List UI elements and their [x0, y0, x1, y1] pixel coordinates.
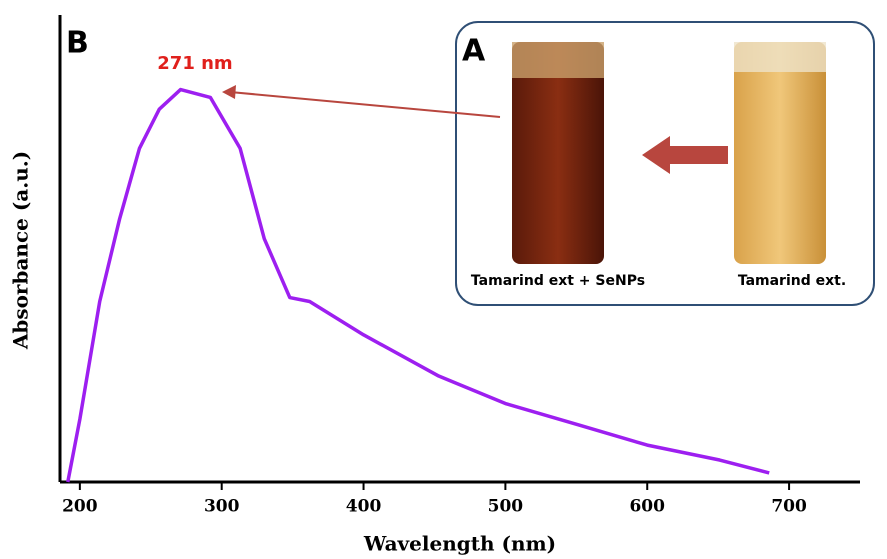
peak-annotation: 271 nm	[157, 53, 232, 74]
inset-caption: Tamarind ext.	[738, 273, 846, 289]
chart: B 271 nm Absorbance (a.u.) Wavelength (n…	[0, 0, 887, 559]
x-tick-label: 600	[629, 497, 665, 517]
x-tick-label: 400	[346, 497, 382, 517]
y-axis-label: Absorbance (a.u.)	[9, 151, 33, 350]
vial-dark-top	[512, 42, 604, 78]
panel-label: B	[66, 26, 89, 61]
pointer-arrow-head	[222, 85, 236, 99]
inset-label: A	[462, 34, 486, 69]
vial-light	[734, 42, 826, 264]
vial-light-top	[734, 42, 826, 72]
x-tick-label: 200	[62, 497, 98, 517]
x-tick-label: 300	[204, 497, 240, 517]
x-tick-label: 500	[488, 497, 524, 517]
x-axis-label: Wavelength (nm)	[363, 532, 556, 556]
inset: A Tamarind ext + SeNPs Tamarind ext.	[456, 22, 874, 305]
inset-caption: Tamarind ext + SeNPs	[471, 273, 645, 289]
x-tick-label: 700	[771, 497, 807, 517]
